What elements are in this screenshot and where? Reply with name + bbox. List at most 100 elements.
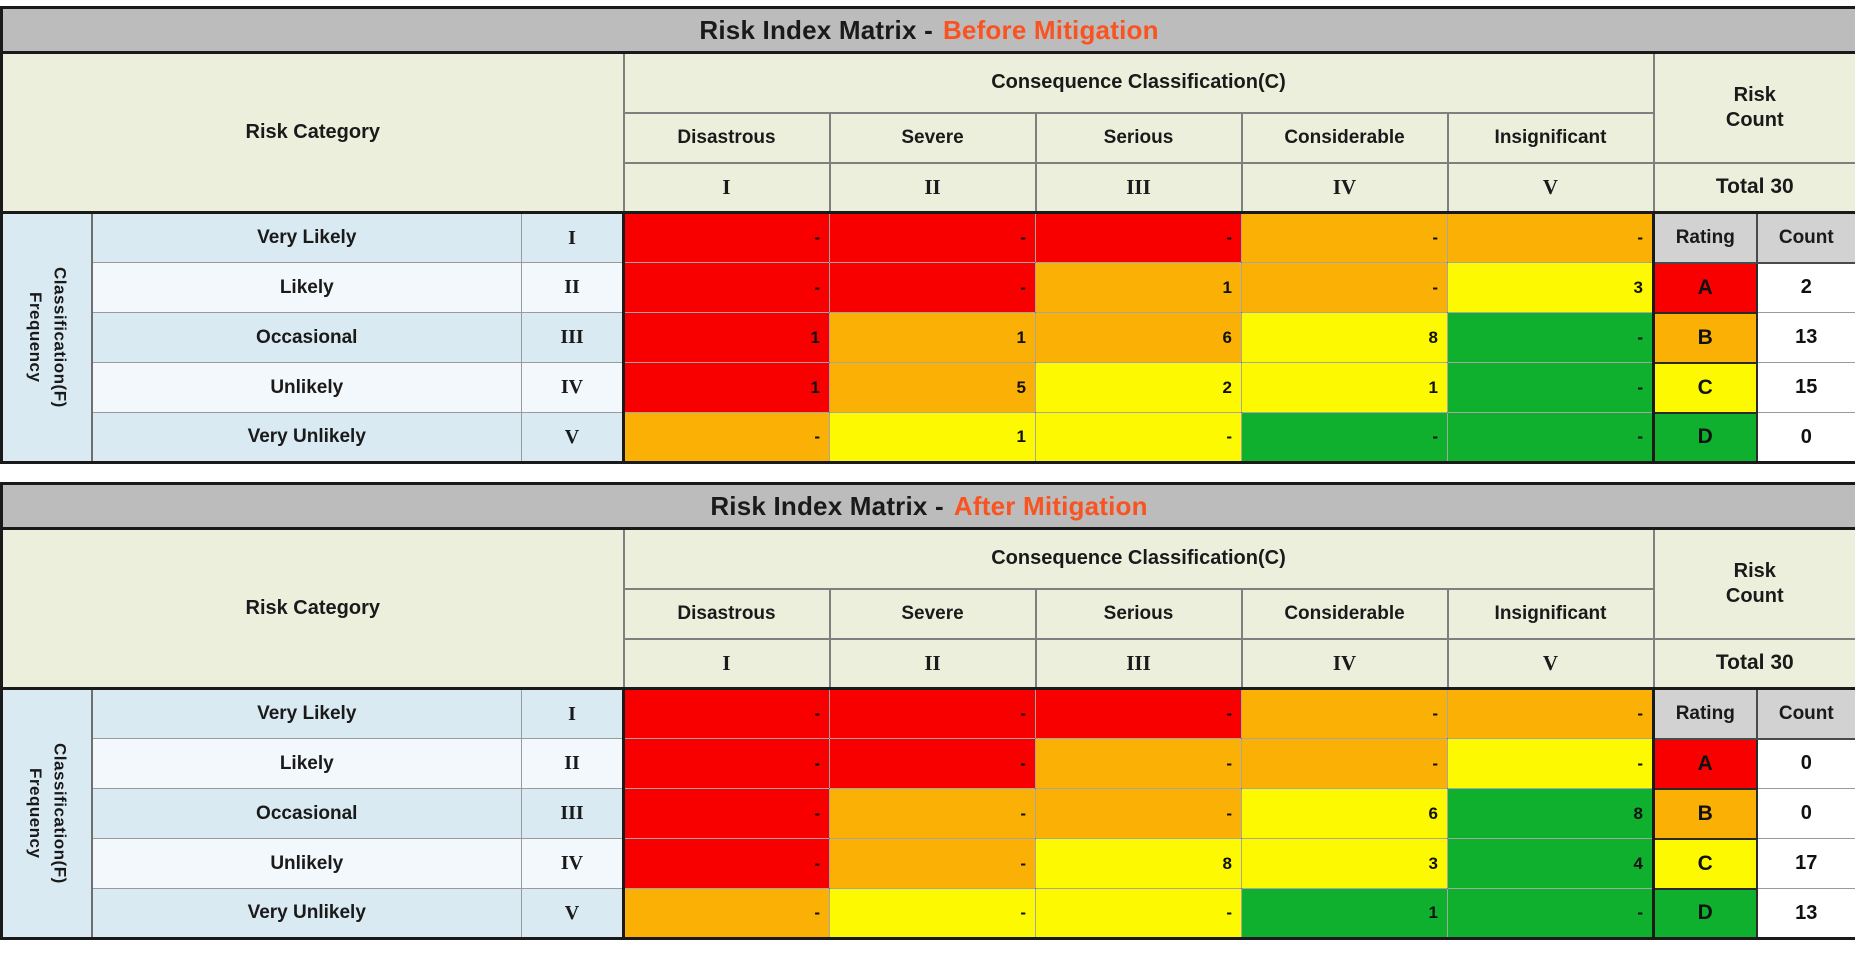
row-label: Very Likely xyxy=(92,689,522,739)
matrix-cell: 8 xyxy=(1448,789,1654,839)
col-header-insignificant: Insignificant xyxy=(1448,589,1654,639)
matrix-cell: - xyxy=(1448,889,1654,939)
row-label: Occasional xyxy=(92,789,522,839)
matrix-cell: - xyxy=(1448,313,1654,363)
risk-category-header: Risk Category xyxy=(2,53,624,213)
matrix-cell: - xyxy=(830,839,1036,889)
row-label: Very Unlikely xyxy=(92,889,522,939)
rating-count-cell: 0 xyxy=(1757,413,1855,463)
rating-count-cell: 15 xyxy=(1757,363,1855,413)
col-header-serious: Serious xyxy=(1036,113,1242,163)
rating-cell: B xyxy=(1654,789,1757,839)
matrix-cell: - xyxy=(624,413,830,463)
matrix-title-accent: Before Mitigation xyxy=(943,15,1159,45)
col-numeral: III xyxy=(1036,639,1242,689)
matrix-cell: - xyxy=(1448,363,1654,413)
matrix-cell: - xyxy=(1036,889,1242,939)
col-numeral: IV xyxy=(1242,639,1448,689)
col-header-severe: Severe xyxy=(830,113,1036,163)
matrix-cell: - xyxy=(624,213,830,263)
matrix-cell: - xyxy=(1036,689,1242,739)
col-numeral: I xyxy=(624,639,830,689)
matrix-cell: - xyxy=(1448,689,1654,739)
row-label: Unlikely xyxy=(92,363,522,413)
matrix-cell: - xyxy=(1242,689,1448,739)
matrix-cell: 6 xyxy=(1242,789,1448,839)
row-numeral: V xyxy=(522,889,624,939)
matrix-cell: 6 xyxy=(1036,313,1242,363)
row-numeral: I xyxy=(522,213,624,263)
consequence-header: Consequence Classification(C) xyxy=(624,53,1654,113)
col-header-considerable: Considerable xyxy=(1242,589,1448,639)
matrix-cell: - xyxy=(1036,739,1242,789)
row-numeral: II xyxy=(522,263,624,313)
rating-count-cell: 13 xyxy=(1757,313,1855,363)
risk-matrix-after: Risk Index Matrix -After Mitigation Risk… xyxy=(0,482,1855,940)
col-numeral: II xyxy=(830,639,1036,689)
risk-matrix-before: Risk Index Matrix - Before Mitigation Ris… xyxy=(0,6,1855,464)
matrix-cell: - xyxy=(624,689,830,739)
matrix-cell: 1 xyxy=(1242,363,1448,413)
matrix-cell: 1 xyxy=(1242,889,1448,939)
col-numeral: V xyxy=(1448,163,1654,213)
matrix-title-prefix: Risk Index Matrix - xyxy=(699,15,933,45)
risk-category-header: Risk Category xyxy=(2,529,624,689)
matrix-cell: 1 xyxy=(624,363,830,413)
rating-column-header: Rating xyxy=(1654,213,1757,263)
col-numeral: II xyxy=(830,163,1036,213)
matrix-cell: - xyxy=(1448,739,1654,789)
rating-cell: D xyxy=(1654,889,1757,939)
matrix-cell: 1 xyxy=(830,413,1036,463)
matrix-cell: - xyxy=(1036,213,1242,263)
matrix-cell: - xyxy=(624,789,830,839)
frequency-classification-label: Frequency Classification(F) xyxy=(2,689,92,939)
matrix-title: Risk Index Matrix - Before Mitigation xyxy=(2,8,1855,53)
row-label: Likely xyxy=(92,739,522,789)
col-header-disastrous: Disastrous xyxy=(624,589,830,639)
rating-cell: C xyxy=(1654,363,1757,413)
matrix-cell: - xyxy=(830,213,1036,263)
matrix-cell: 3 xyxy=(1448,263,1654,313)
row-numeral: II xyxy=(522,739,624,789)
rating-column-header: Rating xyxy=(1654,689,1757,739)
total-count-label: Total 30 xyxy=(1654,163,1855,213)
matrix-cell: - xyxy=(830,889,1036,939)
frequency-classification-label: Frequency Classification(F) xyxy=(2,213,92,463)
col-header-insignificant: Insignificant xyxy=(1448,113,1654,163)
total-count-label: Total 30 xyxy=(1654,639,1855,689)
matrix-cell: - xyxy=(1448,413,1654,463)
count-column-header: Count xyxy=(1757,689,1855,739)
matrix-cell: - xyxy=(830,739,1036,789)
rating-count-cell: 17 xyxy=(1757,839,1855,889)
matrix-title: Risk Index Matrix -After Mitigation xyxy=(2,484,1855,529)
rating-cell: C xyxy=(1654,839,1757,889)
row-numeral: V xyxy=(522,413,624,463)
risk-count-header: Risk Count xyxy=(1654,529,1855,639)
matrix-cell: - xyxy=(1448,213,1654,263)
matrix-cell: - xyxy=(1242,739,1448,789)
matrix-cell: - xyxy=(1242,213,1448,263)
rating-cell: A xyxy=(1654,263,1757,313)
col-numeral: IV xyxy=(1242,163,1448,213)
matrix-cell: 4 xyxy=(1448,839,1654,889)
row-numeral: I xyxy=(522,689,624,739)
col-header-severe: Severe xyxy=(830,589,1036,639)
col-numeral: III xyxy=(1036,163,1242,213)
rating-cell: B xyxy=(1654,313,1757,363)
row-label: Very Unlikely xyxy=(92,413,522,463)
row-label: Likely xyxy=(92,263,522,313)
matrix-cell: - xyxy=(624,739,830,789)
row-numeral: III xyxy=(522,313,624,363)
matrix-title-accent: After Mitigation xyxy=(954,491,1148,521)
matrix-cell: - xyxy=(1242,413,1448,463)
rating-count-cell: 13 xyxy=(1757,889,1855,939)
col-numeral: I xyxy=(624,163,830,213)
row-numeral: IV xyxy=(522,363,624,413)
matrix-cell: - xyxy=(624,263,830,313)
row-label: Very Likely xyxy=(92,213,522,263)
rating-cell: D xyxy=(1654,413,1757,463)
matrix-cell: 1 xyxy=(624,313,830,363)
row-numeral: IV xyxy=(522,839,624,889)
matrix-cell: - xyxy=(1036,789,1242,839)
